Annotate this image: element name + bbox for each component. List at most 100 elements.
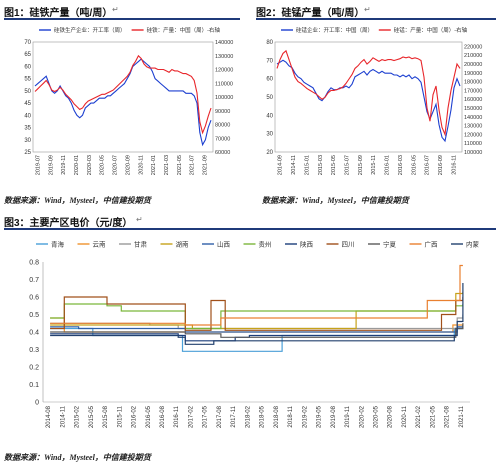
fig3-series-line [50, 314, 464, 330]
fig3-series-line [50, 323, 464, 338]
fig3-x-tick-label: 2014-08 [46, 405, 52, 428]
fig3-title: 图3：主要产区电价（元/度） [4, 218, 133, 229]
fig2-source: 数据来源：Wind，Mysteel，中信建投期货 [262, 196, 409, 205]
fig2-right-tick-label: 150000 [464, 106, 482, 112]
fig3-x-tick-label: 2016-11 [174, 405, 180, 427]
fig2-series-line [276, 49, 461, 137]
fig3-x-tick-label: 2019-02 [302, 405, 308, 428]
return-mark-icon: ↵ [364, 5, 371, 14]
fig1-x-tick-label: 2020-07 [113, 155, 119, 175]
fig3-legend-label: 甘肃 [134, 240, 148, 249]
fig3-x-tick-label: 2015-11 [117, 405, 123, 427]
fig3-y-tick-label: 0.5 [29, 312, 39, 319]
fig3-rule [4, 228, 496, 230]
fig3-legend-label: 陕西 [300, 240, 314, 249]
fig2-x-tick-label: 2016-07 [425, 155, 431, 175]
fig1-x-tick-label: 2019-07 [35, 155, 41, 175]
fig3-legend-label: 四川 [342, 241, 355, 249]
fig2-x-tick-label: 2014-09 [278, 155, 284, 175]
fig3-legend-label: 内蒙 [466, 240, 480, 249]
fig1-right-tick-label: 90000 [215, 109, 230, 115]
fig3-x-tick-label: 2018-05 [260, 405, 266, 428]
fig1-series-line [34, 58, 212, 147]
fig1-right-tick-label: 120000 [215, 68, 233, 74]
fig3-legend-label: 贵州 [259, 240, 272, 249]
fig3-legend-label: 青海 [51, 240, 65, 249]
fig3-x-tick-label: 2021-05 [430, 405, 436, 428]
fig3-x-tick-label: 2016-08 [160, 405, 166, 428]
return-mark-icon: ↵ [136, 215, 143, 224]
fig1-series-line [34, 54, 212, 135]
fig1-x-tick-label: 2021-01 [151, 155, 157, 175]
fig3-y-tick-label: 0.7 [29, 277, 39, 284]
fig1-right-tick-label: 110000 [215, 81, 233, 87]
fig3-x-tick-label: 2019-11 [345, 405, 351, 427]
fig1-left-tick-label: 70 [24, 40, 31, 46]
fig3-x-tick-label: 2021-02 [416, 405, 422, 428]
fig1-left-tick-label: 40 [24, 113, 31, 119]
fig3-x-tick-label: 2021-08 [445, 405, 451, 428]
fig2-right-tick-label: 170000 [464, 88, 482, 94]
fig1-x-tick-label: 2019-09 [48, 155, 54, 175]
fig1-x-tick-label: 2021-03 [164, 155, 170, 175]
fig3-x-tick-label: 2018-08 [274, 405, 280, 428]
fig1-right-tick-label: 130000 [215, 54, 233, 60]
fig3-y-tick-label: 0.6 [29, 295, 39, 302]
fig2-x-tick-label: 2016-03 [398, 155, 404, 175]
fig2-x-tick-label: 2015-11 [371, 155, 377, 175]
fig3-y-tick-label: 0.4 [29, 330, 39, 337]
fig3-x-tick-label: 2018-11 [288, 405, 294, 427]
fig3-series-line [50, 291, 464, 330]
fig3-x-tick-label: 2016-02 [132, 405, 138, 428]
fig2-left-tick-label: 70 [266, 58, 273, 64]
fig2-left-tick-label: 80 [266, 40, 273, 46]
fig2-x-tick-label: 2016-11 [451, 155, 457, 175]
fig2-left-tick-label: 30 [266, 132, 273, 138]
fig1-x-tick-label: 2021-09 [203, 155, 209, 175]
fig1-plot-frame [32, 41, 214, 153]
fig1-x-tick-label: 2020-11 [138, 155, 144, 175]
fig3-x-tick-label: 2020-02 [359, 405, 365, 428]
fig1-left-tick-label: 25 [24, 150, 31, 156]
fig3-x-tick-label: 2016-05 [146, 405, 152, 428]
fig3-legend-label: 宁夏 [383, 240, 397, 249]
fig3-x-tick-label: 2020-11 [402, 405, 408, 427]
fig2-x-tick-label: 2015-05 [331, 155, 337, 175]
fig3-x-tick-label: 2021-11 [459, 405, 465, 427]
fig3-y-tick-label: 0.3 [29, 347, 39, 354]
fig3-x-tick-label: 2017-05 [203, 405, 209, 428]
fig3-series-line [50, 325, 464, 342]
fig2-right-tick-label: 110000 [464, 141, 482, 147]
fig2-x-tick-label: 2015-09 [358, 155, 364, 175]
fig2-plot-frame [274, 41, 463, 153]
fig2-right-tick-label: 190000 [464, 71, 482, 77]
return-mark-icon: ↵ [112, 5, 119, 14]
fig1-x-tick-label: 2019-11 [61, 155, 67, 175]
fig3-x-tick-label: 2015-05 [89, 405, 95, 428]
fig3-y-tick-label: 0.1 [29, 382, 39, 389]
fig1-right-tick-label: 80000 [215, 123, 230, 129]
fig1-legend-label: 硅铁：产量：中国（周）-右轴 [147, 26, 221, 34]
fig1-left-tick-label: 55 [24, 77, 31, 83]
fig2-x-tick-label: 2016-05 [411, 155, 417, 175]
fig2-x-tick-label: 2016-09 [438, 155, 444, 175]
fig3-legend-label: 广西 [425, 240, 439, 249]
fig1-x-tick-label: 2021-05 [177, 155, 183, 175]
fig2-x-tick-label: 2014-11 [291, 155, 297, 175]
fig2-rule [256, 18, 496, 20]
fig3-series-line [50, 264, 463, 326]
fig2-title: 图2：硅锰产量（吨/周） [256, 8, 365, 19]
fig3-source: 数据来源：Wind，Mysteel，中信建投期货 [4, 453, 151, 462]
fig3-x-tick-label: 2017-11 [231, 405, 237, 427]
fig2-x-tick-label: 2015-01 [304, 155, 310, 175]
fig1-right-tick-label: 140000 [215, 40, 233, 46]
fig1-source: 数据来源：Wind，Mysteel，中信建投期货 [4, 196, 151, 205]
fig1-right-tick-label: 70000 [215, 136, 230, 142]
fig2-right-tick-label: 120000 [464, 132, 482, 138]
fig3-x-tick-label: 2017-02 [188, 405, 194, 428]
fig2-right-tick-label: 220000 [464, 44, 482, 50]
fig2-left-tick-label: 50 [266, 95, 273, 101]
fig2-right-tick-label: 100000 [464, 150, 482, 156]
fig3-legend-label: 云南 [93, 240, 107, 249]
